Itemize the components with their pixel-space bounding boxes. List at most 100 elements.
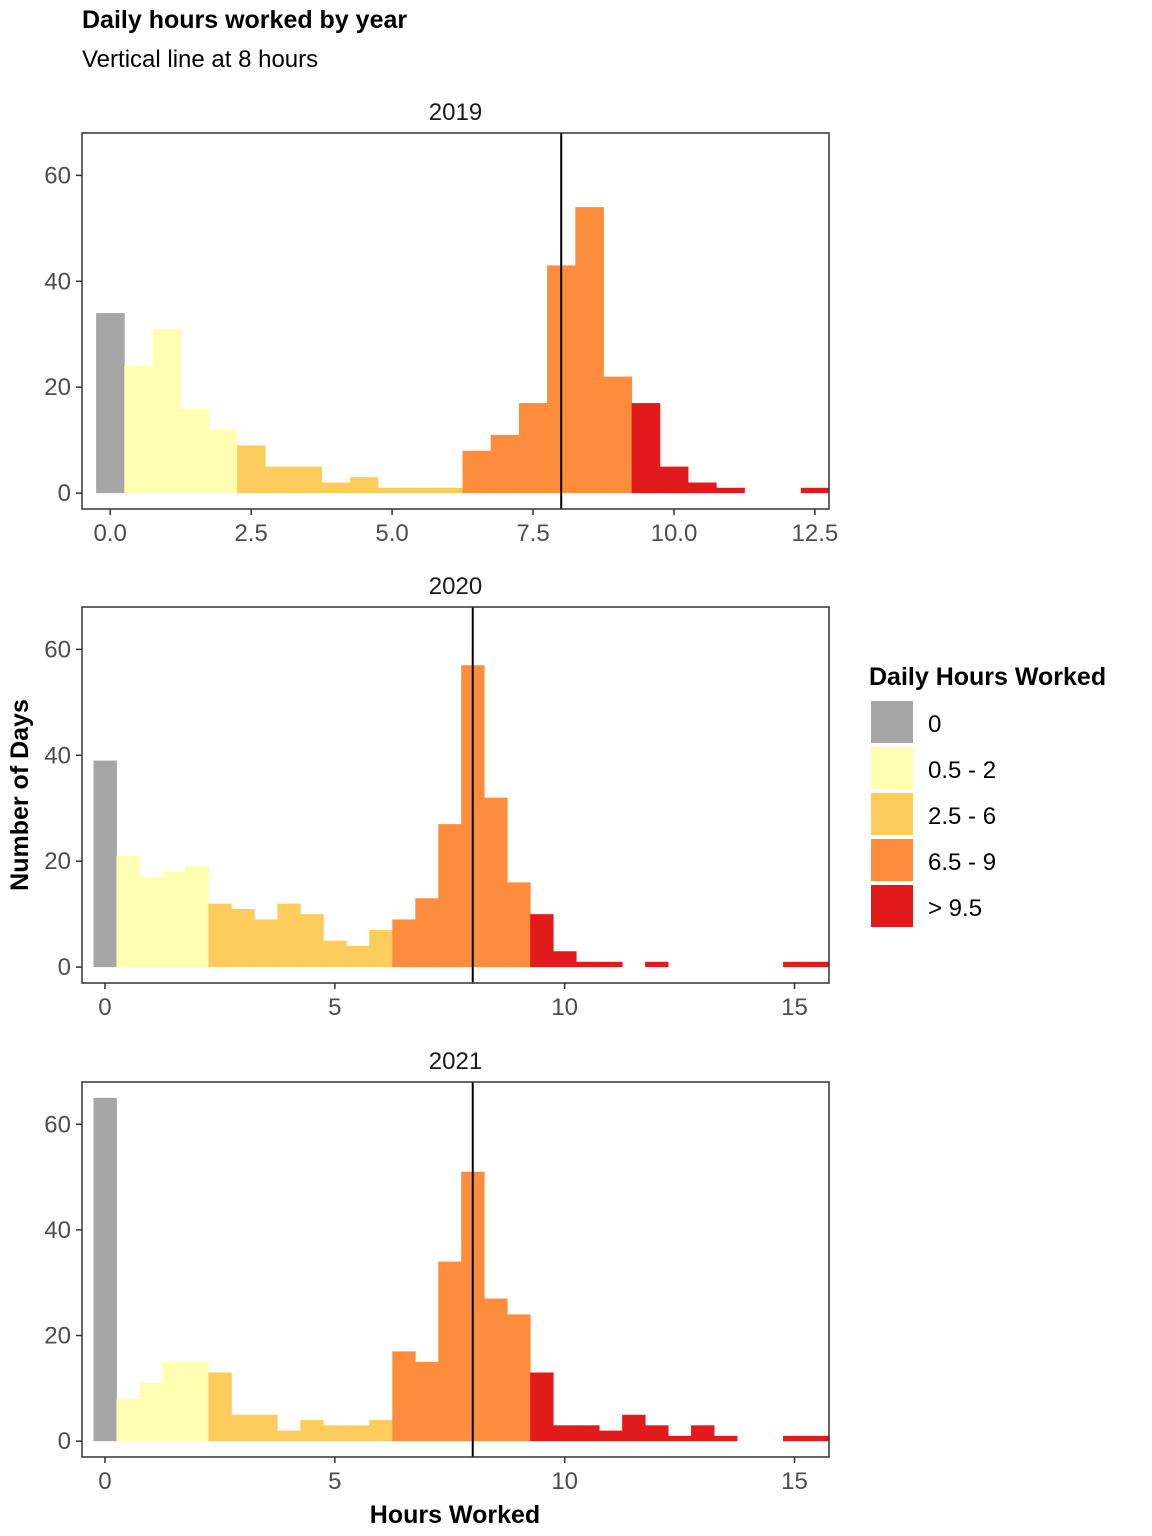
histogram-bar	[265, 466, 294, 494]
chart-title: Daily hours worked by year	[82, 6, 407, 34]
histogram-bar	[599, 1430, 623, 1442]
histogram-bar	[237, 445, 266, 494]
x-tick-label: 10	[551, 1468, 578, 1495]
histogram-bar	[406, 487, 435, 494]
y-tick-label: 60	[44, 636, 71, 663]
histogram-bar	[139, 1383, 163, 1442]
chart-subtitle: Vertical line at 8 hours	[82, 46, 318, 73]
facet-strip-label: 2019	[429, 99, 482, 126]
facet-panel-2019: 2019 0 20 40 60 0.0 2.5 5.0 7.5 10.0 12.5	[44, 99, 838, 547]
histogram-bar	[716, 487, 745, 494]
histogram-bar	[783, 1435, 807, 1442]
facet-strip-label: 2021	[429, 1048, 482, 1075]
histogram-bar	[530, 1372, 554, 1442]
histogram-bar	[346, 1425, 370, 1442]
legend-item: > 9.5	[871, 885, 982, 927]
facet-strip-label: 2020	[429, 573, 482, 600]
histogram-bar	[688, 482, 717, 494]
histogram-bar	[518, 403, 548, 494]
histogram-bar	[96, 313, 125, 494]
histogram-bar	[185, 1361, 209, 1442]
histogram-bar	[116, 855, 140, 968]
histogram-bar	[438, 824, 462, 968]
x-tick-label: 7.5	[516, 520, 549, 547]
histogram-bar	[124, 366, 153, 494]
legend-label: 6.5 - 9	[928, 849, 996, 876]
y-tick-label: 20	[44, 1323, 71, 1350]
histogram-bar	[576, 1425, 600, 1442]
legend-label: 2.5 - 6	[928, 803, 996, 830]
histogram-bar	[208, 429, 238, 494]
facet-panel-2021: 2021 0 20 40 60 0 5 10 15	[44, 1048, 830, 1495]
histogram-bar	[392, 919, 416, 968]
y-tick-label: 40	[44, 742, 71, 769]
legend-item: 6.5 - 9	[871, 839, 996, 881]
x-axis-title: Hours Worked	[370, 1501, 540, 1529]
legend-title: Daily Hours Worked	[869, 663, 1106, 691]
histogram-bar	[659, 466, 689, 494]
facet-panels: 2019 0 20 40 60 0.0 2.5 5.0 7.5 10.0 12.5 2020 0 20 40…	[44, 99, 838, 1495]
histogram-bar	[277, 1430, 301, 1442]
x-tick-label: 10.0	[651, 520, 698, 547]
y-tick-label: 0	[58, 954, 71, 981]
histogram-bar	[438, 1261, 462, 1442]
histogram-bar	[507, 1314, 531, 1442]
histogram-bar	[208, 903, 232, 968]
histogram-bar	[484, 1298, 508, 1442]
legend-item: 0.5 - 2	[871, 747, 996, 789]
histogram-bar	[603, 376, 633, 494]
histogram-bar	[300, 914, 324, 968]
legend-swatch	[871, 793, 913, 835]
histogram-bar	[377, 487, 407, 494]
histogram-bar	[576, 961, 600, 968]
histogram-bar	[231, 908, 255, 968]
histogram-bar	[346, 945, 370, 968]
x-tick-label: 0	[98, 994, 111, 1021]
x-tick-label: 12.5	[792, 520, 839, 547]
x-tick-label: 10	[551, 994, 578, 1021]
y-axis-title: Number of Days	[6, 699, 34, 891]
histogram-bar	[599, 961, 623, 968]
histogram-bar	[208, 1372, 232, 1442]
x-tick-label: 15	[781, 1468, 808, 1495]
y-tick-label: 20	[44, 848, 71, 875]
histogram-bar	[553, 951, 577, 968]
legend-swatch	[871, 701, 913, 743]
histogram-bar	[714, 1435, 738, 1442]
histogram-bar	[321, 482, 351, 494]
histogram-bar	[152, 328, 182, 494]
y-tick-label: 60	[44, 1111, 71, 1138]
x-tick-label: 15	[781, 994, 808, 1021]
histogram-bar	[691, 1425, 715, 1442]
legend-item: 0	[871, 701, 941, 743]
histogram-bar	[323, 1425, 347, 1442]
histogram-bar	[806, 1435, 830, 1442]
histogram-bar	[93, 1097, 117, 1442]
histogram-bar	[392, 1351, 416, 1442]
histogram-bar	[507, 882, 531, 968]
histogram-bar	[575, 207, 604, 494]
histogram-bar	[323, 940, 347, 968]
histogram-bar	[434, 487, 463, 494]
histogram-bar	[254, 919, 278, 968]
histogram-bar	[490, 434, 520, 494]
facet-panel-2020: 2020 0 20 40 60 0 5 10 15	[44, 573, 830, 1021]
histogram-bar	[185, 866, 209, 968]
x-tick-label: 2.5	[234, 520, 267, 547]
legend-label: 0	[928, 711, 941, 738]
histogram-bar	[162, 1361, 186, 1442]
x-tick-label: 0.0	[94, 520, 127, 547]
panel-border	[81, 132, 830, 510]
y-tick-label: 0	[58, 480, 71, 507]
histogram-bar	[622, 1414, 646, 1442]
histogram-bar	[369, 930, 393, 968]
histogram-bar	[139, 877, 163, 968]
panel-border	[81, 1081, 830, 1458]
x-tick-label: 5	[328, 994, 341, 1021]
histogram-bar	[180, 408, 210, 494]
y-tick-label: 40	[44, 268, 71, 295]
histogram-bar	[783, 961, 807, 968]
x-tick-label: 0	[98, 1468, 111, 1495]
legend-swatch	[871, 747, 913, 789]
histogram-bar	[631, 403, 661, 494]
